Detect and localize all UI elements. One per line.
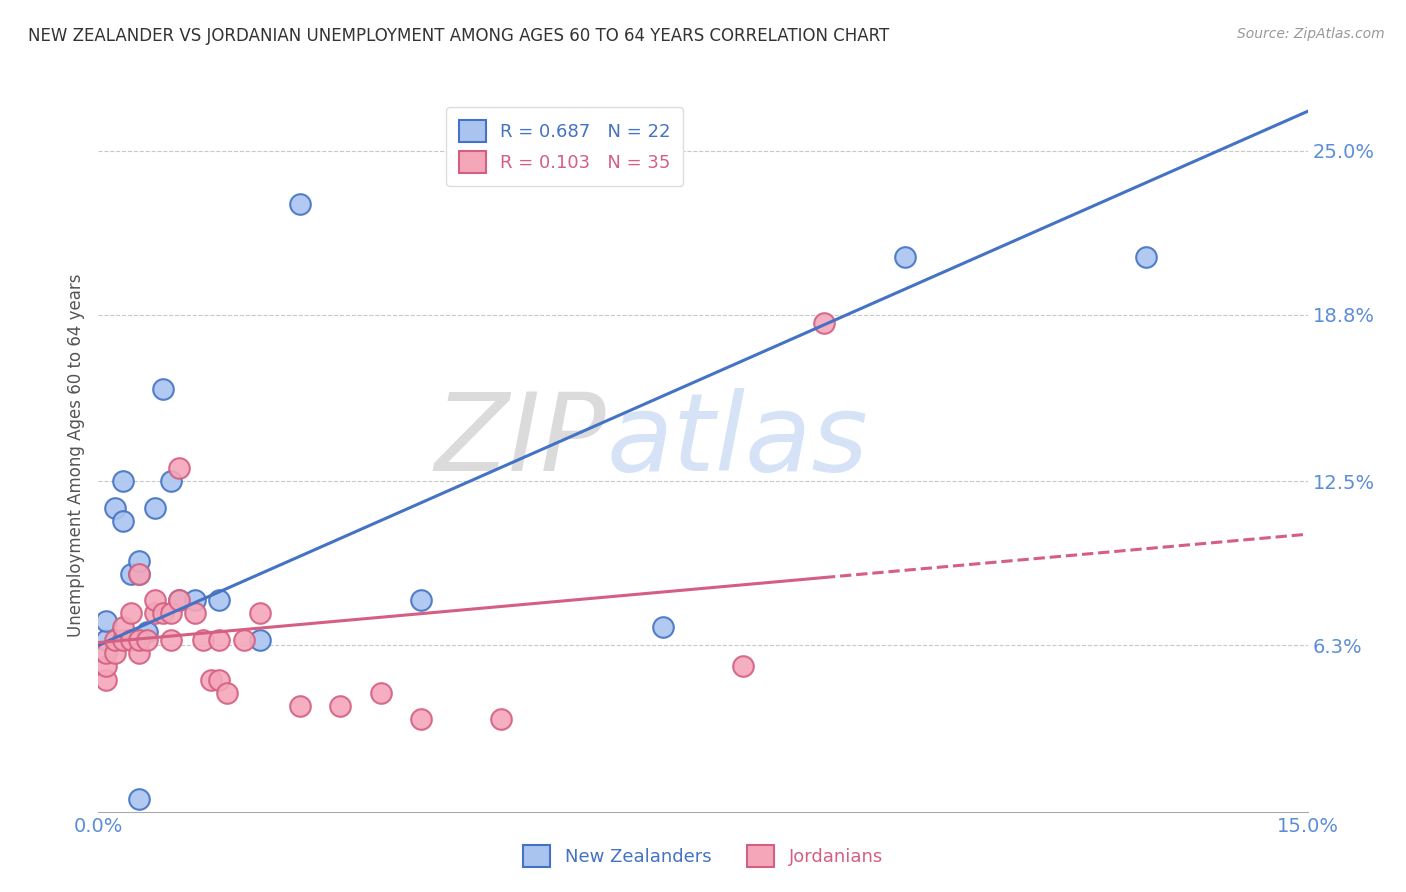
Point [160, 607, 183, 621]
Y-axis label: Unemployment Among Ages 60 to 64 years: Unemployment Among Ages 60 to 64 years [66, 273, 84, 637]
Point [491, 712, 513, 726]
Point [128, 566, 150, 581]
Point [96, 632, 118, 647]
Point [96, 673, 118, 687]
Text: Source: ZipAtlas.com: Source: ZipAtlas.com [1237, 27, 1385, 41]
Point [249, 632, 271, 647]
Point [96, 646, 118, 660]
Point [651, 620, 673, 634]
Point [217, 686, 239, 700]
Point [208, 593, 231, 607]
Point [111, 632, 134, 647]
Point [167, 593, 190, 607]
Point [128, 646, 150, 660]
Point [103, 632, 125, 647]
Legend: R = 0.687   N = 22, R = 0.103   N = 35: R = 0.687 N = 22, R = 0.103 N = 35 [446, 107, 683, 186]
Text: NEW ZEALANDER VS JORDANIAN UNEMPLOYMENT AMONG AGES 60 TO 64 YEARS CORRELATION CH: NEW ZEALANDER VS JORDANIAN UNEMPLOYMENT … [28, 27, 890, 45]
Point [111, 475, 134, 489]
Point [409, 593, 432, 607]
Point [128, 632, 150, 647]
Point [167, 593, 190, 607]
Point [143, 593, 166, 607]
Point [103, 646, 125, 660]
Point [200, 673, 222, 687]
Text: ZIP: ZIP [434, 388, 606, 493]
Legend: New Zealanders, Jordanians: New Zealanders, Jordanians [516, 838, 890, 874]
Point [184, 607, 207, 621]
Point [152, 382, 174, 396]
Point [128, 566, 150, 581]
Point [370, 686, 392, 700]
Point [128, 554, 150, 568]
Point [111, 620, 134, 634]
Point [111, 514, 134, 528]
Point [160, 475, 183, 489]
Point [120, 566, 142, 581]
Point [232, 632, 254, 647]
Point [733, 659, 755, 673]
Point [96, 615, 118, 629]
Point [128, 791, 150, 805]
Point [193, 632, 215, 647]
Point [208, 673, 231, 687]
Point [1135, 250, 1157, 264]
Point [120, 607, 142, 621]
Point [160, 632, 183, 647]
Point [143, 500, 166, 515]
Point [143, 607, 166, 621]
Point [135, 632, 157, 647]
Point [329, 698, 352, 713]
Point [103, 500, 125, 515]
Point [288, 197, 311, 211]
Point [135, 625, 157, 640]
Point [288, 698, 311, 713]
Point [249, 607, 271, 621]
Point [813, 316, 835, 330]
Point [893, 250, 915, 264]
Text: atlas: atlas [606, 388, 868, 493]
Point [184, 593, 207, 607]
Point [120, 632, 142, 647]
Point [409, 712, 432, 726]
Point [167, 461, 190, 475]
Point [96, 659, 118, 673]
Point [208, 632, 231, 647]
Point [152, 607, 174, 621]
